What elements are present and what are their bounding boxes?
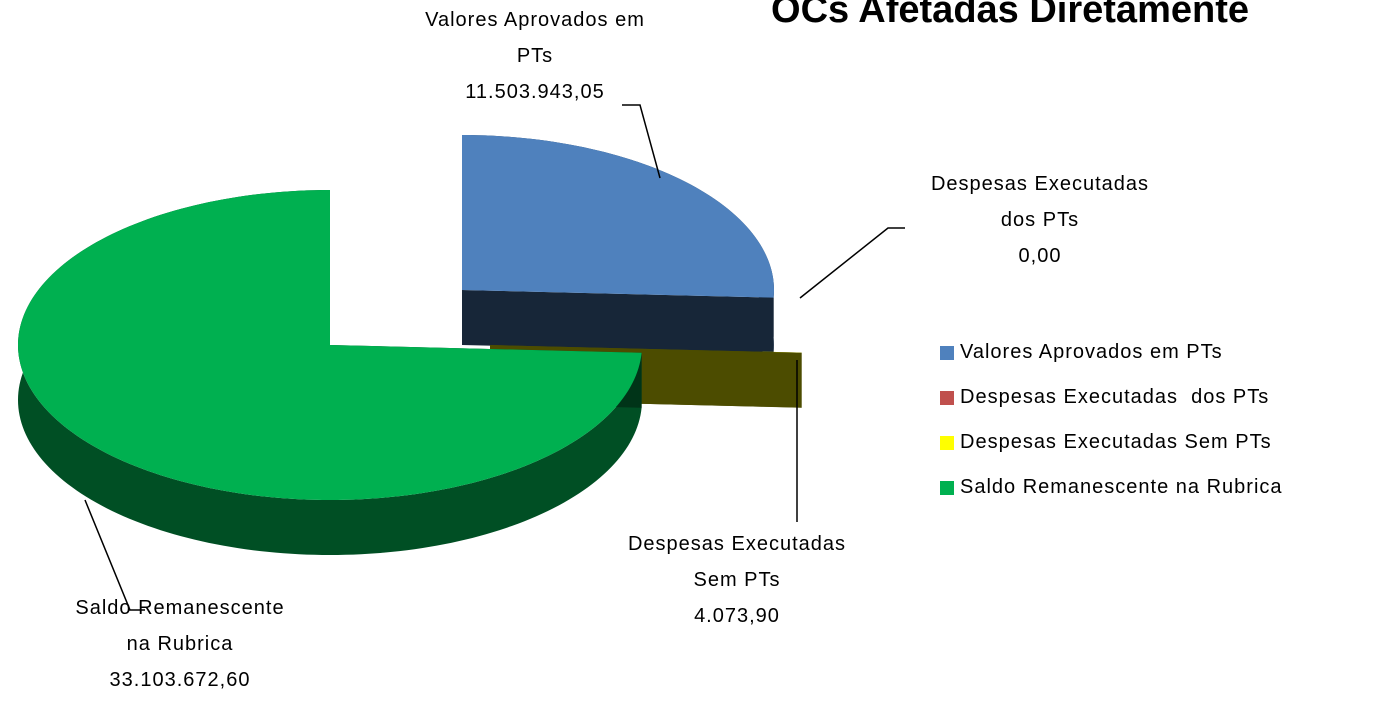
legend-label: Despesas Executadas Sem PTs [960,431,1272,453]
data-label-value: 11.503.943,05 [465,81,605,103]
data-label-category: Despesas Executadas Sem PTs [627,533,853,591]
pie-tops [18,135,802,500]
leader-line [84,499,145,611]
leader-lines [84,104,905,611]
data-label-category: Despesas Executadas dos PTs [930,173,1163,231]
legend-swatch [940,436,954,450]
legend-swatch [940,391,954,405]
data-label-category: Valores Aprovados em PTs [425,9,652,67]
data-label-category: Saldo Remanescente na Rubrica [75,597,292,655]
legend-swatch [940,481,954,495]
data-label: Despesas Executadas dos PTs 0,00 [915,166,1165,274]
data-label-value: 0,00 [1018,245,1062,267]
data-label-value: 4.073,90 [694,605,780,627]
pie-slice [490,345,802,353]
legend-label: Despesas Executadas dos PTs [960,386,1270,408]
chart-title: OCs Afetadas Diretamente [771,0,1249,31]
pie-slice [18,190,642,500]
data-label: Despesas Executadas Sem PTs 4.073,90 [612,526,862,634]
legend-swatch [940,346,954,360]
pie-slice [462,135,774,298]
leader-line [799,227,905,299]
pie-edge [462,290,774,353]
data-label: Valores Aprovados em PTs 11.503.943,05 [405,2,665,110]
data-label-value: 33.103.672,60 [109,669,251,691]
legend-label: Saldo Remanescente na Rubrica [960,476,1283,498]
legend-label: Valores Aprovados em PTs [960,341,1223,363]
leader-line [622,104,661,179]
data-label: Saldo Remanescente na Rubrica 33.103.672,… [60,590,300,698]
